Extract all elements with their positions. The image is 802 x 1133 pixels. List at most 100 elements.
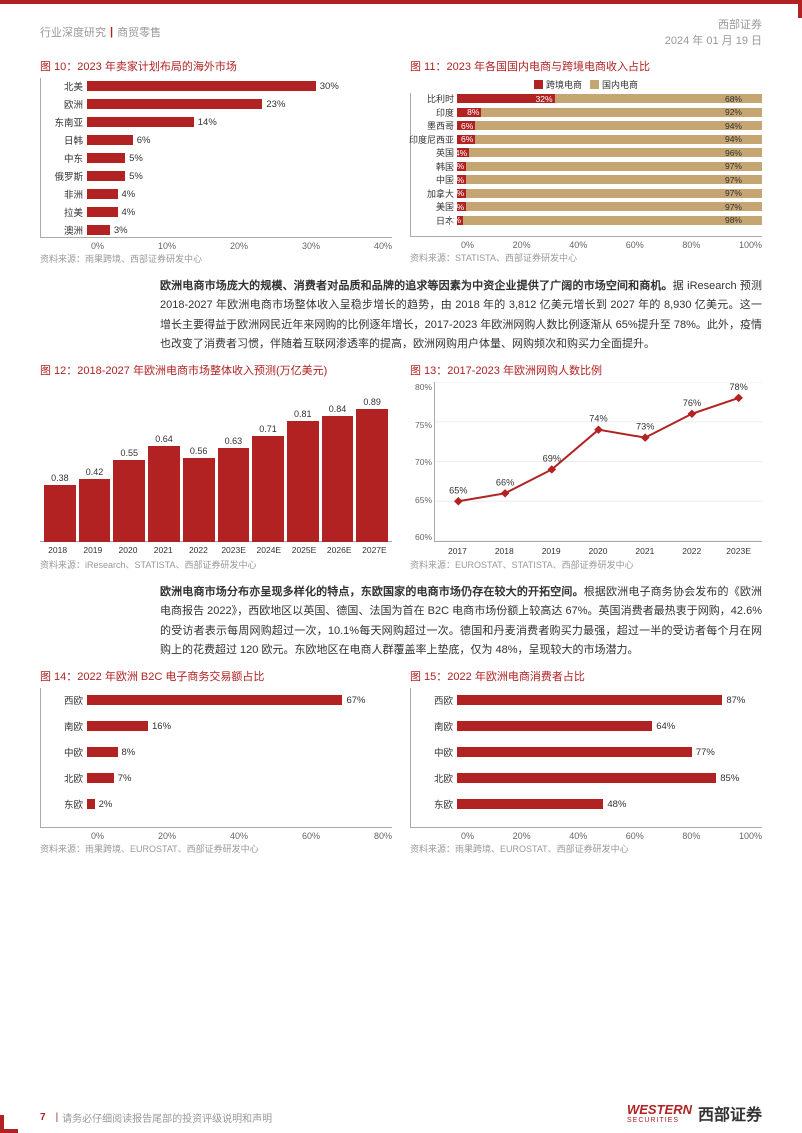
hbar-track: 6%	[87, 135, 392, 145]
xtick: 60%	[302, 831, 320, 841]
hbar-track: 14%	[87, 117, 392, 127]
hbar-label: 中欧	[409, 745, 457, 759]
hbar-fill	[457, 773, 716, 783]
hbar-value: 4%	[122, 207, 136, 218]
xtick: 2021	[621, 546, 668, 556]
xtick: 100%	[739, 240, 762, 250]
svg-text:76%: 76%	[683, 398, 701, 408]
hbar-fill	[457, 747, 692, 757]
logo-cn: 西部证券	[698, 1101, 762, 1125]
stacked-val-cross: 3%	[452, 188, 466, 198]
ytick: 60%	[410, 532, 432, 542]
hbar-value: 77%	[696, 747, 715, 758]
stacked-val-cross: 3%	[452, 161, 466, 171]
vbar-value: 0.63	[225, 436, 243, 446]
vbar-fill	[148, 446, 180, 542]
paragraph-1-bold: 欧洲电商市场庞大的规模、消费者对品质和品牌的追求等因素为中资企业提供了广阔的市场…	[160, 280, 673, 292]
chart-11: 图 11：2023 年各国国内电商与跨境电商收入占比 跨境电商国内电商 比利时3…	[410, 58, 762, 271]
stacked-seg-domestic: 97%	[466, 202, 762, 211]
chart-12-area: 0.380.420.550.640.560.630.710.810.840.89…	[40, 382, 392, 542]
hbar-fill	[87, 225, 110, 235]
xtick: 100%	[739, 831, 762, 841]
stacked-seg-cross: 8%	[457, 108, 481, 117]
vbar-col: 0.84	[322, 404, 354, 542]
stacked-bar: 3%97%	[457, 162, 762, 171]
report-date: 2024 年 01 月 19 日	[665, 32, 762, 48]
report-page: 行业深度研究 | 商贸零售 西部证券 2024 年 01 月 19 日 图 10…	[0, 0, 802, 1133]
chart-15-source: 资料来源：雨果跨境、EUROSTAT、西部证券研发中心	[410, 842, 762, 855]
stacked-val-domestic: 98%	[725, 215, 762, 225]
vbar-fill	[183, 458, 215, 542]
hbar-fill	[457, 721, 652, 731]
xtick: 2022	[181, 545, 216, 555]
header-left: 行业深度研究 | 商贸零售	[40, 16, 161, 48]
hbar-row: 非洲4%	[91, 186, 392, 202]
hbar-fill	[87, 207, 118, 217]
stacked-seg-cross: 6%	[457, 121, 475, 130]
hbar-track: 64%	[457, 721, 762, 731]
stacked-val-cross: 2%	[449, 215, 463, 225]
page-number: 7	[40, 1112, 46, 1123]
hbar-row: 东南亚14%	[91, 114, 392, 130]
report-category: 商贸零售	[117, 24, 161, 40]
stacked-val-domestic: 97%	[725, 188, 762, 198]
chart-13-source: 资料来源：EUROSTAT、STATISTA、西部证券研发中心	[410, 558, 762, 571]
hbar-value: 2%	[99, 799, 113, 810]
stacked-bar: 3%97%	[457, 189, 762, 198]
chart-15: 图 15：2022 年欧洲电商消费者占比 西欧87%南欧64%中欧77%北欧85…	[410, 668, 762, 861]
hbar-fill	[87, 721, 148, 731]
hbar-row: 北欧85%	[461, 766, 762, 790]
xtick: 0%	[461, 831, 474, 841]
xtick: 40%	[569, 831, 587, 841]
hbar-value: 7%	[118, 773, 132, 784]
hbar-label: 北欧	[409, 771, 457, 785]
hbar-label: 西欧	[409, 693, 457, 707]
hbar-fill	[87, 81, 316, 91]
paragraph-2: 欧洲电商市场分布亦呈现多样化的特点，东欧国家的电商市场仍存在较大的开拓空间。根据…	[40, 583, 762, 660]
stacked-label: 墨西哥	[409, 119, 457, 132]
xtick: 2018	[481, 546, 528, 556]
stacked-seg-domestic: 97%	[466, 189, 762, 198]
hbar-track: 5%	[87, 153, 392, 163]
chart-13-xaxis: 2017201820192020202120222023E	[434, 546, 762, 556]
chart-11-title: 图 11：2023 年各国国内电商与跨境电商收入占比	[410, 58, 762, 74]
stacked-row: 日本2%98%	[461, 215, 762, 227]
hbar-value: 4%	[122, 189, 136, 200]
vbar-fill	[322, 416, 354, 542]
hbar-track: 77%	[457, 747, 762, 757]
stacked-label: 英国	[409, 146, 457, 159]
stacked-val-cross: 3%	[452, 202, 466, 212]
hbar-row: 北美30%	[91, 78, 392, 94]
hbar-value: 48%	[607, 799, 626, 810]
chart-12-source: 资料来源：iResearch、STATISTA、西部证券研发中心	[40, 558, 392, 571]
hbar-label: 日韩	[39, 133, 87, 147]
chart-10-source: 资料来源：雨果跨境、西部证券研发中心	[40, 252, 392, 265]
logo-sub: SECURITIES	[627, 1117, 692, 1124]
hbar-row: 日韩6%	[91, 132, 392, 148]
xtick: 2019	[528, 546, 575, 556]
hbar-row: 欧洲23%	[91, 96, 392, 112]
stacked-seg-cross: 3%	[457, 162, 466, 171]
stacked-bar: 3%97%	[457, 175, 762, 184]
xtick: 0%	[91, 241, 104, 251]
hbar-track: 87%	[457, 695, 762, 705]
chart-10-area: 北美30%欧洲23%东南亚14%日韩6%中东5%俄罗斯5%非洲4%拉美4%澳洲3…	[40, 78, 392, 238]
chart-10: 图 10：2023 年卖家计划布局的海外市场 北美30% 欧洲23% 东南亚14% 日…	[40, 58, 392, 271]
stacked-val-cross: 8%	[467, 107, 481, 117]
chart-15-xaxis: 0%20%40%60%80%100%	[461, 831, 762, 841]
legend-swatch	[590, 80, 599, 89]
hbar-fill	[457, 799, 603, 809]
chart-14-source: 资料来源：雨果跨境、EUROSTAT、西部证券研发中心	[40, 842, 392, 855]
chart-12-bars: 0.380.420.550.640.560.630.710.810.840.89	[40, 382, 392, 542]
chart-15-title: 图 15：2022 年欧洲电商消费者占比	[410, 668, 762, 684]
vbar-fill	[113, 460, 145, 543]
hbar-track: 67%	[87, 695, 392, 705]
chart-10-title: 图 10：2023 年卖家计划布局的海外市场	[40, 58, 392, 74]
hbar-fill	[87, 153, 125, 163]
report-type: 行业深度研究	[40, 24, 106, 40]
legend-label: 跨境电商	[546, 78, 582, 91]
hbar-fill	[87, 747, 118, 757]
vbar-col: 0.56	[183, 446, 215, 542]
xtick: 0%	[461, 240, 474, 250]
stacked-label: 美国	[409, 200, 457, 213]
